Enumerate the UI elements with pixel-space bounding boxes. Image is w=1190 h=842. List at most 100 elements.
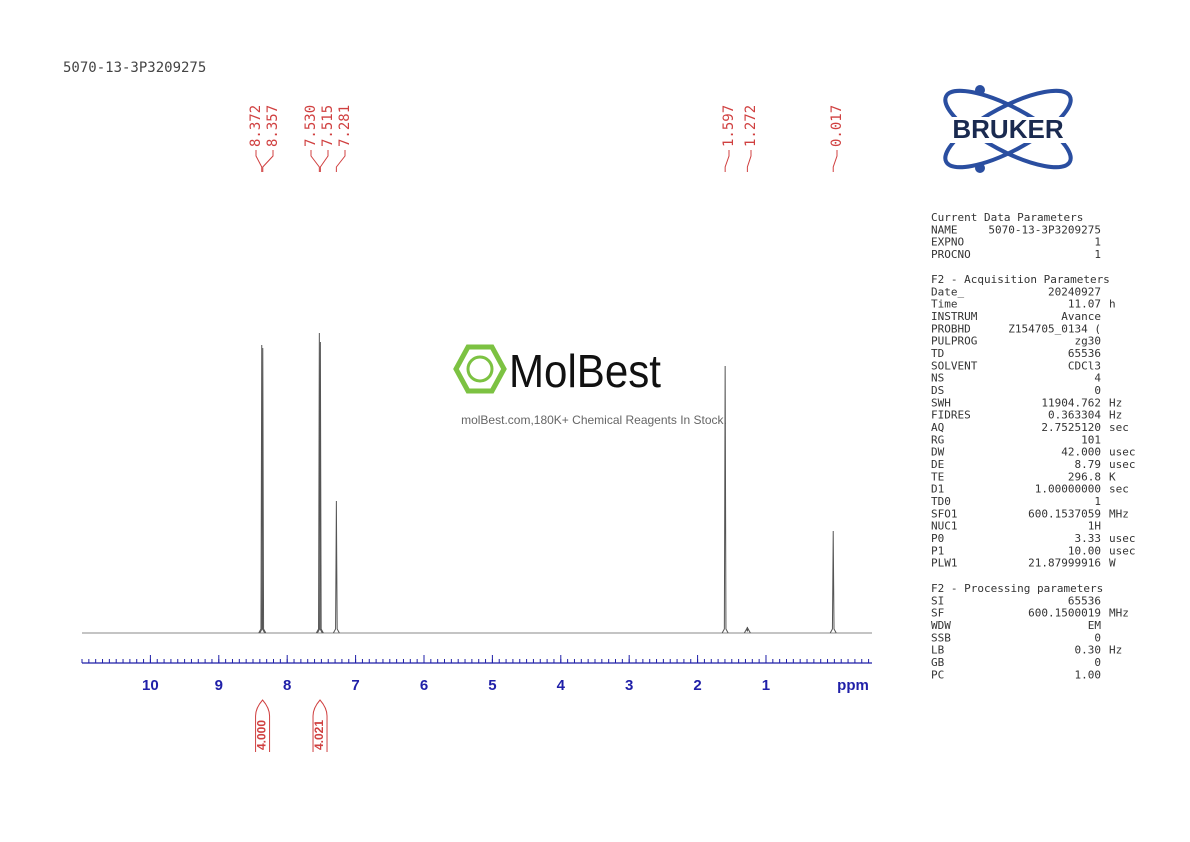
peak-label: 1.597 — [721, 105, 737, 147]
parameter-unit: Hz — [1109, 409, 1122, 422]
watermark-tagline: molBest.com,180K+ Chemical Reagents In S… — [461, 413, 727, 427]
x-tick-label: 4 — [557, 677, 566, 694]
parameter-value: 600.1537059 — [1028, 507, 1101, 520]
peak — [258, 344, 266, 634]
peak — [332, 500, 340, 634]
parameter-value: 11.07 — [1068, 298, 1101, 311]
peak-connector — [335, 150, 346, 172]
parameter-section-title: Current Data Parameters — [931, 211, 1083, 224]
peak-connector — [319, 150, 329, 172]
watermark-ring — [466, 355, 494, 383]
parameter-key: DW — [931, 446, 945, 459]
parameter-key: SFO1 — [931, 507, 958, 520]
parameter-key: AQ — [931, 421, 944, 434]
parameter-value: 65536 — [1068, 347, 1101, 360]
parameter-value: 21.87999916 — [1028, 557, 1101, 570]
parameter-key: PROCNO — [931, 248, 971, 261]
parameter-key: PLW1 — [931, 557, 958, 570]
parameter-value: 101 — [1081, 433, 1101, 446]
peak-label: 1.272 — [743, 105, 759, 147]
parameter-value: 10.00 — [1068, 544, 1101, 557]
parameter-value: CDCl3 — [1068, 359, 1101, 372]
parameter-unit: h — [1109, 298, 1116, 311]
peak-label: 8.357 — [265, 105, 281, 147]
x-tick-label: 9 — [215, 677, 223, 694]
x-tick-label: 6 — [420, 677, 428, 694]
parameter-value: 1 — [1094, 495, 1101, 508]
parameter-key: LB — [931, 644, 945, 657]
parameter-key: NAME — [931, 223, 958, 236]
parameter-key: WDW — [931, 619, 951, 632]
parameter-value: 0 — [1094, 384, 1101, 397]
parameter-value: 65536 — [1068, 594, 1101, 607]
parameter-value: 1H — [1088, 520, 1101, 533]
parameter-value: 11904.762 — [1041, 396, 1101, 409]
watermark: MolBest molBest.com,180K+ Chemical Reage… — [453, 344, 727, 427]
parameter-value: 0.363304 — [1048, 409, 1101, 422]
x-tick-label: 1 — [762, 677, 770, 694]
parameter-key: P0 — [931, 532, 944, 545]
parameter-key: INSTRUM — [931, 310, 978, 323]
parameter-key: Date_ — [931, 285, 964, 298]
x-tick-label: 5 — [488, 677, 496, 694]
parameter-key: Time — [931, 298, 958, 311]
parameter-key: P1 — [931, 544, 944, 557]
parameter-key: TD0 — [931, 495, 951, 508]
logo-band — [924, 117, 1092, 143]
parameter-unit: Hz — [1109, 644, 1122, 657]
parameter-key: NUC1 — [931, 520, 958, 533]
parameter-key: DS — [931, 384, 944, 397]
parameter-key: DE — [931, 458, 944, 471]
logo-dot — [975, 85, 985, 95]
watermark-hexagon — [453, 344, 507, 394]
parameter-unit: K — [1109, 470, 1116, 483]
parameter-key: PC — [931, 668, 944, 681]
parameter-value: zg30 — [1075, 335, 1102, 348]
parameter-value: 296.8 — [1068, 470, 1101, 483]
parameter-value: 600.1500019 — [1028, 607, 1101, 620]
peak-label: 8.372 — [248, 105, 264, 147]
peak — [721, 365, 729, 634]
x-axis-label: ppm — [837, 677, 869, 694]
peak-label: 0.017 — [829, 105, 845, 147]
parameter-section-title: F2 - Processing parameters — [931, 582, 1103, 595]
parameter-value: 42.000 — [1061, 446, 1101, 459]
parameter-value: 0.30 — [1075, 644, 1102, 657]
parameter-value: 2.7525120 — [1041, 421, 1101, 434]
parameter-value: 3.33 — [1075, 532, 1102, 545]
x-tick-label: 7 — [351, 677, 359, 694]
peak-label: 7.281 — [337, 105, 353, 147]
parameter-value: 4 — [1094, 372, 1101, 385]
peak — [829, 530, 837, 634]
chart-title: 5070-13-3P3209275 — [63, 60, 206, 76]
parameter-key: RG — [931, 433, 944, 446]
x-tick-label: 2 — [693, 677, 701, 694]
parameter-value: 1.00000000 — [1035, 483, 1101, 496]
integral-label: 4.000 — [255, 720, 269, 750]
parameter-unit: MHz — [1109, 507, 1129, 520]
watermark-name: MolBest — [509, 345, 661, 397]
logo-orbit — [943, 88, 1073, 170]
parameter-key: SSB — [931, 631, 951, 644]
peak-connector — [310, 150, 320, 172]
peak-connector — [255, 150, 263, 172]
peak — [316, 341, 324, 634]
parameter-unit: sec — [1109, 421, 1129, 434]
parameter-key: GB — [931, 656, 945, 669]
parameter-key: FIDRES — [931, 409, 971, 422]
parameter-key: EXPNO — [931, 236, 964, 249]
parameter-value: Avance — [1061, 310, 1101, 323]
parameter-unit: Hz — [1109, 396, 1122, 409]
peak-label: 7.530 — [303, 105, 319, 147]
peak-label: 7.515 — [320, 105, 336, 147]
parameter-value: 5070-13-3P3209275 — [988, 223, 1101, 236]
parameter-key: NS — [931, 372, 944, 385]
parameter-key: SI — [931, 594, 944, 607]
parameter-section-title: F2 - Acquisition Parameters — [931, 273, 1110, 286]
peak-connector — [262, 150, 274, 172]
x-tick-label: 10 — [142, 677, 159, 694]
x-tick-label: 8 — [283, 677, 291, 694]
parameter-value: 1 — [1094, 236, 1101, 249]
parameter-key: SWH — [931, 396, 951, 409]
